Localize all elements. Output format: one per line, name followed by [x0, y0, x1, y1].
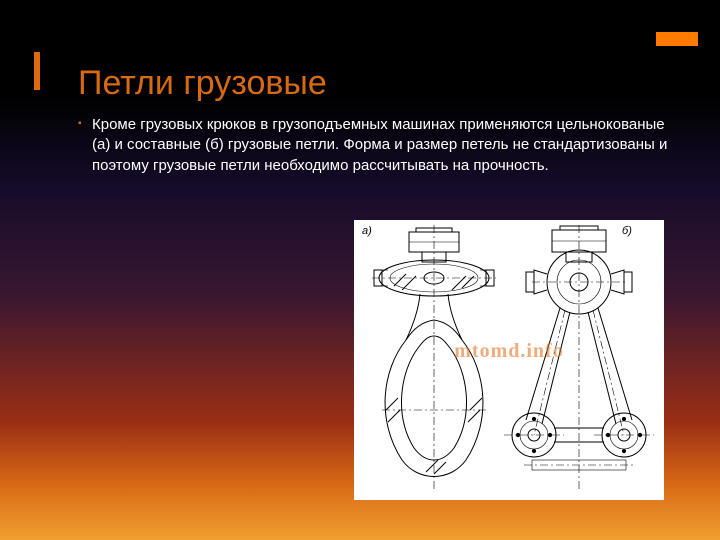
bullet-paragraph: Кроме грузовых крюков в грузоподъемных м… — [78, 115, 680, 176]
figure-panel: а) б) — [354, 220, 664, 500]
label-b: б) — [622, 225, 632, 237]
accent-bar-side — [34, 52, 40, 90]
slide: Петли грузовые Кроме грузовых крюков в г… — [0, 0, 720, 540]
body-text: Кроме грузовых крюков в грузоподъемных м… — [78, 115, 680, 176]
content-area: Петли грузовые Кроме грузовых крюков в г… — [78, 64, 680, 176]
figure-watermark: mtomd.info — [354, 340, 664, 363]
slide-title: Петли грузовые — [78, 64, 680, 103]
label-a: а) — [362, 225, 372, 237]
accent-bar-top — [656, 32, 698, 46]
